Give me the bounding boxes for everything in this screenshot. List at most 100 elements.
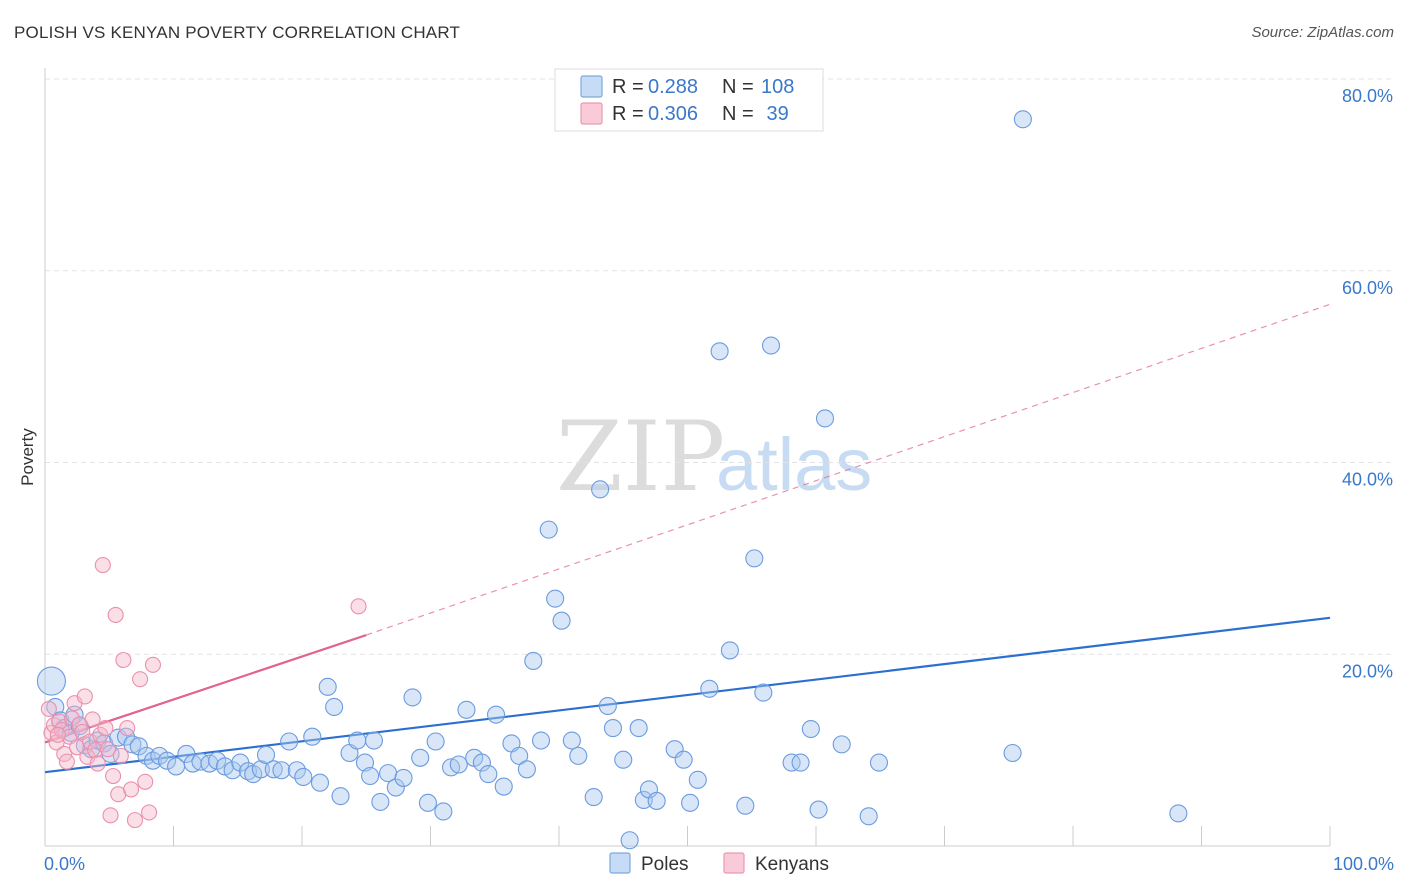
legend-swatch-kenyans: [580, 102, 603, 125]
poles-point: [264, 760, 283, 779]
poles-point: [331, 787, 350, 806]
poles-point: [531, 731, 551, 750]
poles-point: [280, 732, 299, 751]
chart-title: POLISH VS KENYAN POVERTY CORRELATION CHA…: [14, 23, 461, 42]
kenyans-point: [350, 598, 367, 615]
y-tick-label-20: 20.0%: [1342, 661, 1393, 681]
poles-point: [1013, 110, 1032, 129]
poles-point: [720, 641, 739, 660]
legend-n-value-kenyans: 39: [761, 103, 789, 125]
kenyans-point: [97, 720, 114, 737]
trend-line-kenyans-extension: [366, 303, 1331, 636]
poles-point: [1003, 743, 1022, 763]
poles-point: [614, 750, 633, 769]
poles-point: [129, 737, 148, 756]
poles-point: [426, 732, 445, 751]
poles-point: [791, 753, 810, 772]
poles-point: [761, 336, 781, 355]
poles-point: [517, 760, 536, 779]
poles-point: [486, 705, 506, 724]
kenyans-point: [102, 807, 119, 824]
poles-point: [256, 745, 276, 764]
x-tick-label-min: 0.0%: [44, 854, 85, 874]
poles-point: [371, 792, 390, 811]
poles-point: [355, 753, 375, 772]
y-tick-label-60: 60.0%: [1342, 278, 1393, 298]
poles-point: [472, 753, 491, 772]
poles-point: [418, 793, 437, 812]
kenyans-point: [89, 755, 106, 772]
kenyans-point: [112, 747, 129, 764]
poles-point: [710, 342, 729, 361]
kenyans-point: [40, 700, 57, 717]
poles-point: [665, 740, 684, 759]
poles-point: [294, 767, 313, 787]
poles-point: [736, 796, 755, 815]
bottom-legend-label-poles: Poles: [641, 854, 689, 875]
kenyans-point: [76, 688, 93, 705]
correlation-legend: R = 0.288 N = 108 R = 0.306 N = 39: [554, 68, 824, 132]
poles-point: [348, 731, 367, 750]
kenyans-point: [137, 773, 154, 790]
kenyans-point: [84, 711, 101, 728]
y-tick-label-80: 80.0%: [1342, 86, 1393, 106]
bottom-legend-label-kenyans: Kenyans: [755, 854, 829, 875]
poles-point: [562, 731, 581, 750]
y-axis-title: Poverty: [18, 428, 37, 486]
poles-point: [287, 761, 306, 780]
legend-r-value-kenyans: 0.306: [648, 103, 698, 125]
poles-point: [394, 768, 413, 787]
poles-point: [403, 688, 422, 707]
kenyans-point: [144, 656, 161, 673]
poles-point: [634, 790, 653, 810]
legend-swatch-poles: [580, 75, 603, 98]
bottom-legend-swatch-poles: [609, 852, 631, 874]
trend-lines: [44, 303, 1331, 774]
kenyans-point: [105, 767, 122, 785]
poles-point: [569, 746, 588, 765]
poles-point: [591, 480, 610, 499]
poles-point: [251, 760, 270, 779]
legend-n-label-kenyans: N =: [722, 103, 754, 125]
poles-point: [629, 719, 648, 738]
axes: [44, 68, 1331, 847]
kenyans-point: [94, 557, 111, 574]
poles-point: [449, 755, 468, 774]
poles-point: [859, 807, 878, 826]
data-points: [36, 110, 1188, 850]
kenyans-point: [119, 720, 136, 737]
watermark: ZIP atlas: [556, 401, 872, 513]
poles-point: [411, 748, 430, 767]
poles-point: [310, 773, 330, 792]
series-legend: Poles Kenyans: [609, 852, 829, 875]
watermark-atlas: atlas: [716, 423, 872, 506]
poles-point: [832, 735, 851, 754]
poles-point: [510, 746, 529, 765]
kenyans-point: [58, 753, 75, 770]
poles-point: [584, 788, 603, 807]
poles-point: [688, 770, 707, 789]
poles-point: [1169, 804, 1188, 823]
poles-point: [36, 666, 66, 696]
poles-point: [801, 719, 820, 739]
y-tick-label-40: 40.0%: [1342, 470, 1393, 490]
poles-point: [457, 700, 476, 719]
kenyans-point: [49, 726, 66, 743]
trend-line-poles: [44, 616, 1331, 774]
legend-r-label-kenyans: R =: [612, 103, 644, 125]
poles-point: [674, 750, 693, 769]
kenyans-point: [115, 651, 132, 669]
poles-point: [809, 800, 828, 819]
bottom-legend-swatch-kenyans: [723, 852, 745, 874]
poles-point: [361, 766, 380, 786]
x-tick-label-max: 100.0%: [1333, 854, 1394, 874]
legend-r-label-poles: R =: [612, 76, 644, 98]
poles-point: [434, 802, 453, 821]
kenyans-point: [126, 812, 143, 829]
poles-point: [479, 765, 498, 784]
poles-point: [494, 777, 513, 796]
poles-point: [815, 409, 835, 428]
kenyans-point: [87, 742, 104, 759]
poles-point: [318, 677, 337, 696]
